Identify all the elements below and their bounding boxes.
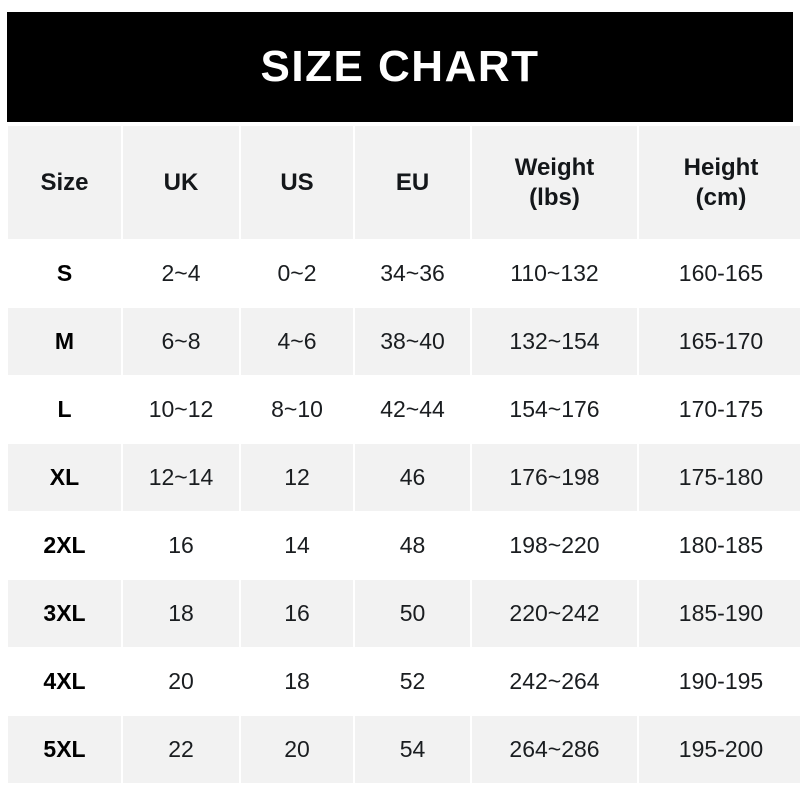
cell-eu: 34~36 [355, 240, 470, 307]
cell-eu: 48 [355, 512, 470, 579]
cell-us: 14 [241, 512, 353, 579]
cell-uk: 20 [123, 648, 239, 715]
cell-size: 4XL [8, 648, 121, 715]
column-header-height-label: Height [683, 154, 759, 182]
column-header-weight: Weight (lbs) [472, 126, 637, 239]
cell-size: L [8, 376, 121, 443]
cell-eu: 42~44 [355, 376, 470, 443]
cell-height: 180-185 [639, 512, 800, 579]
column-header-size: Size [8, 126, 121, 239]
page-title: SIZE CHART [260, 42, 540, 91]
cell-uk: 2~4 [123, 240, 239, 307]
cell-weight: 110~132 [472, 240, 637, 307]
cell-eu: 50 [355, 580, 470, 647]
table-row: 5XL 22 20 54 264~286 195-200 [8, 716, 800, 783]
table-header: Size UK US EU Weight (lbs) [8, 126, 800, 239]
column-header-eu-label: EU [395, 168, 430, 196]
table-row: 2XL 16 14 48 198~220 180-185 [8, 512, 800, 579]
column-header-eu: EU [355, 126, 470, 239]
size-table: Size UK US EU Weight (lbs) [6, 125, 800, 784]
column-header-size-label: Size [40, 168, 89, 196]
cell-us: 12 [241, 444, 353, 511]
column-header-weight-unit: (lbs) [529, 183, 580, 211]
size-table-container: Size UK US EU Weight (lbs) [6, 125, 800, 784]
column-header-uk-label: UK [163, 168, 199, 196]
cell-size: 3XL [8, 580, 121, 647]
cell-size: S [8, 240, 121, 307]
column-header-height-unit: (cm) [695, 183, 747, 211]
table-body: S 2~4 0~2 34~36 110~132 160-165 M 6~8 4~… [8, 240, 800, 783]
cell-height: 190-195 [639, 648, 800, 715]
table-row: L 10~12 8~10 42~44 154~176 170-175 [8, 376, 800, 443]
cell-us: 0~2 [241, 240, 353, 307]
cell-size: 2XL [8, 512, 121, 579]
table-row: S 2~4 0~2 34~36 110~132 160-165 [8, 240, 800, 307]
cell-weight: 132~154 [472, 308, 637, 375]
cell-us: 16 [241, 580, 353, 647]
cell-weight: 220~242 [472, 580, 637, 647]
cell-us: 8~10 [241, 376, 353, 443]
title-banner: SIZE CHART [7, 12, 793, 122]
cell-weight: 242~264 [472, 648, 637, 715]
cell-height: 195-200 [639, 716, 800, 783]
table-row: 4XL 20 18 52 242~264 190-195 [8, 648, 800, 715]
cell-size: 5XL [8, 716, 121, 783]
cell-uk: 18 [123, 580, 239, 647]
table-row: 3XL 18 16 50 220~242 185-190 [8, 580, 800, 647]
cell-height: 165-170 [639, 308, 800, 375]
cell-height: 160-165 [639, 240, 800, 307]
cell-eu: 46 [355, 444, 470, 511]
column-header-us: US [241, 126, 353, 239]
cell-size: M [8, 308, 121, 375]
column-header-uk: UK [123, 126, 239, 239]
cell-uk: 12~14 [123, 444, 239, 511]
cell-us: 18 [241, 648, 353, 715]
cell-size: XL [8, 444, 121, 511]
cell-uk: 16 [123, 512, 239, 579]
cell-eu: 38~40 [355, 308, 470, 375]
cell-weight: 176~198 [472, 444, 637, 511]
cell-uk: 10~12 [123, 376, 239, 443]
cell-eu: 52 [355, 648, 470, 715]
column-header-height: Height (cm) [639, 126, 800, 239]
cell-weight: 264~286 [472, 716, 637, 783]
column-header-weight-label: Weight [514, 154, 595, 182]
header-row: Size UK US EU Weight (lbs) [8, 126, 800, 239]
cell-height: 185-190 [639, 580, 800, 647]
cell-uk: 22 [123, 716, 239, 783]
cell-height: 175-180 [639, 444, 800, 511]
column-header-us-label: US [280, 168, 314, 196]
table-row: XL 12~14 12 46 176~198 175-180 [8, 444, 800, 511]
cell-weight: 154~176 [472, 376, 637, 443]
cell-us: 4~6 [241, 308, 353, 375]
cell-eu: 54 [355, 716, 470, 783]
cell-weight: 198~220 [472, 512, 637, 579]
cell-uk: 6~8 [123, 308, 239, 375]
cell-height: 170-175 [639, 376, 800, 443]
cell-us: 20 [241, 716, 353, 783]
table-row: M 6~8 4~6 38~40 132~154 165-170 [8, 308, 800, 375]
